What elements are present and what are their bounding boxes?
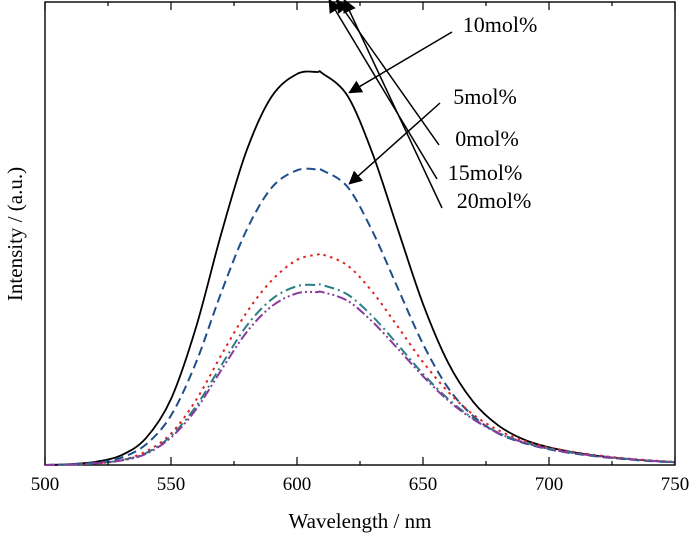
x-tick-label-750: 750: [661, 474, 690, 495]
y-axis-title: Intensity / (a.u.): [3, 167, 27, 301]
series-layer: [44, 70, 676, 466]
annotation-arrow-15mol-pct: [328, 0, 438, 180]
x-axis-title: Wavelength / nm: [289, 509, 432, 533]
x-tick-label-550: 550: [157, 474, 186, 495]
annotation-label-5mol-pct: 5mol%: [453, 84, 517, 109]
annotation-label-15mol-pct: 15mol%: [448, 160, 523, 185]
plot-frame: [44, 1, 676, 466]
annotation-arrow-10mol-pct: [348, 31, 453, 94]
x-tick-label-500: 500: [31, 474, 60, 495]
x-tick-label-700: 700: [535, 474, 564, 495]
annotation-arrow-5mol-pct: [348, 102, 441, 185]
annotation-arrow-20mol-pct: [343, 0, 443, 209]
x-tick-label-600: 600: [283, 474, 312, 495]
series-line-0mol-pct: [44, 252, 676, 466]
x-axis-ticks: 500 550 600 650 700 750: [31, 2, 690, 495]
series-line-20mol-pct: [44, 290, 676, 466]
series-line-5mol-pct: [44, 167, 676, 466]
annotation-layer: 10mol% 5mol% 0mol% 15mol% 20mol%: [328, 0, 538, 213]
annotation-label-20mol-pct: 20mol%: [457, 188, 532, 213]
series-line-10mol-pct: [44, 70, 676, 466]
annotation-arrow-0mol-pct: [336, 0, 440, 146]
x-tick-label-650: 650: [409, 474, 438, 495]
annotation-label-0mol-pct: 0mol%: [455, 126, 519, 151]
annotation-label-10mol-pct: 10mol%: [463, 12, 538, 37]
